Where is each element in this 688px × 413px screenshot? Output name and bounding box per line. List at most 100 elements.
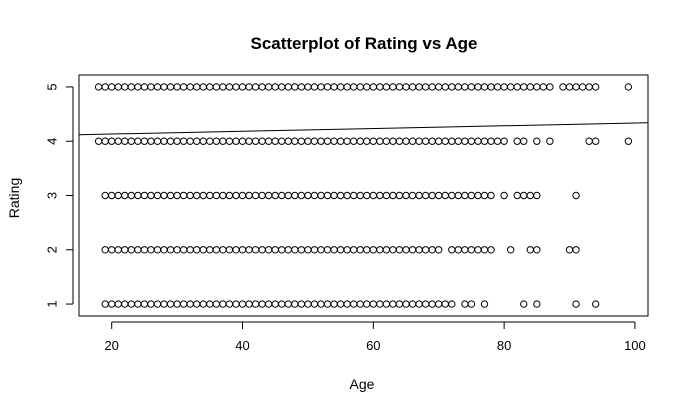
data-point	[147, 83, 155, 91]
data-point	[330, 83, 338, 91]
data-point	[369, 191, 378, 200]
data-point	[415, 300, 423, 308]
data-point	[461, 191, 469, 200]
data-point	[166, 246, 175, 254]
data-point	[376, 137, 384, 145]
data-point	[343, 191, 351, 200]
data-point	[271, 83, 279, 91]
data-point	[533, 246, 541, 254]
data-point	[101, 137, 109, 145]
data-point	[193, 83, 201, 91]
data-point	[94, 83, 103, 91]
data-point	[121, 191, 129, 200]
data-point	[336, 83, 345, 91]
data-point	[140, 137, 149, 145]
y-axis: 1 2 3 4 5	[45, 83, 74, 308]
data-point	[193, 246, 201, 254]
data-point	[441, 83, 449, 91]
data-point	[546, 83, 554, 91]
data-point	[238, 83, 247, 91]
data-point	[506, 246, 515, 254]
data-point	[363, 191, 371, 200]
data-point	[421, 191, 430, 200]
y-tick-label: 1	[45, 300, 60, 307]
data-point	[408, 300, 417, 308]
data-point	[323, 191, 332, 200]
data-point	[441, 137, 449, 145]
data-point	[212, 137, 221, 145]
data-point	[415, 191, 423, 200]
data-point	[415, 246, 423, 254]
data-point	[467, 246, 476, 254]
data-point	[395, 300, 404, 308]
data-point	[382, 83, 391, 91]
data-point	[363, 246, 371, 254]
data-point	[461, 83, 469, 91]
data-point	[520, 191, 528, 200]
data-point	[206, 191, 214, 200]
data-point	[369, 300, 378, 308]
data-point	[402, 83, 410, 91]
data-point	[108, 137, 116, 145]
data-point	[134, 300, 142, 308]
data-point	[428, 246, 436, 254]
data-point	[336, 300, 345, 308]
data-point	[304, 137, 312, 145]
data-point	[160, 246, 168, 254]
data-point	[369, 83, 378, 91]
data-point	[166, 83, 175, 91]
data-point	[526, 191, 534, 200]
data-point	[349, 300, 358, 308]
data-point	[140, 300, 149, 308]
data-point	[343, 300, 351, 308]
data-point	[134, 246, 142, 254]
data-point	[415, 137, 423, 145]
data-point	[179, 246, 188, 254]
y-tick-label: 4	[45, 138, 60, 145]
data-point	[264, 137, 273, 145]
data-point	[114, 246, 122, 254]
data-point	[389, 300, 397, 308]
data-point	[121, 246, 129, 254]
x-axis-label: Age	[350, 376, 375, 392]
data-point	[500, 191, 508, 200]
data-point	[258, 300, 266, 308]
data-point	[94, 137, 103, 145]
data-point	[317, 300, 325, 308]
data-point	[147, 300, 155, 308]
data-point	[258, 191, 266, 200]
data-point	[114, 137, 122, 145]
data-point	[421, 83, 430, 91]
data-point	[147, 246, 155, 254]
data-point	[251, 137, 260, 145]
data-point	[179, 300, 188, 308]
data-point	[284, 191, 292, 200]
data-point	[147, 137, 155, 145]
data-point	[323, 83, 332, 91]
data-point	[461, 246, 469, 254]
data-point	[291, 246, 299, 254]
data-point	[140, 83, 149, 91]
data-point	[493, 137, 502, 145]
data-point	[435, 83, 443, 91]
data-point	[317, 137, 325, 145]
x-tick-label: 20	[104, 338, 118, 353]
data-point	[500, 137, 508, 145]
data-point	[127, 83, 136, 91]
data-point	[212, 246, 221, 254]
data-point	[271, 191, 279, 200]
data-point	[186, 246, 194, 254]
data-point	[435, 300, 443, 308]
data-point	[245, 300, 253, 308]
data-point	[330, 300, 338, 308]
chart-title: Scatterplot of Rating vs Age	[250, 34, 477, 53]
data-point	[467, 191, 476, 200]
data-point	[330, 191, 338, 200]
data-point	[284, 300, 292, 308]
data-point	[349, 246, 358, 254]
data-point	[304, 191, 312, 200]
data-point	[572, 191, 580, 200]
data-point	[291, 137, 299, 145]
data-point	[330, 137, 338, 145]
